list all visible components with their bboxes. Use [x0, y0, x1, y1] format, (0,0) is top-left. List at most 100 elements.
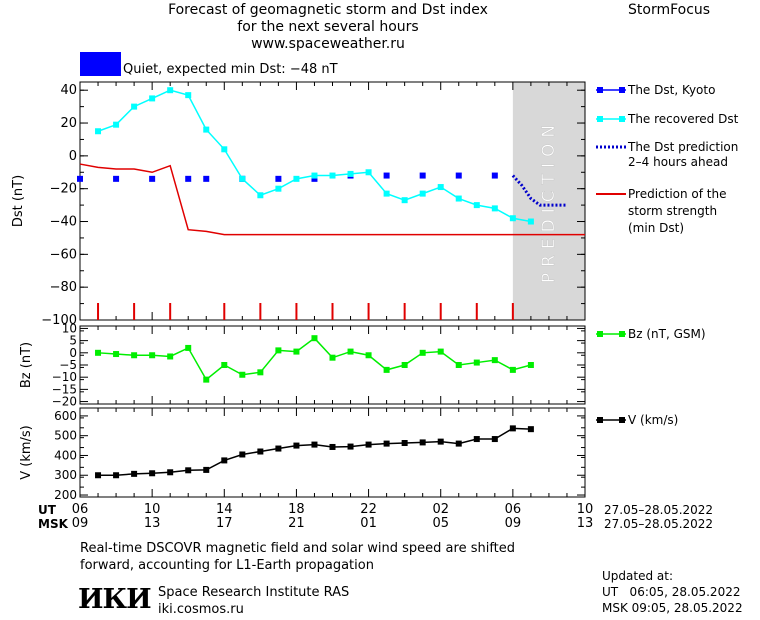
footer-note-1: Real-time DSCOVR magnetic field and sola…	[80, 541, 516, 556]
recovered-point	[293, 175, 300, 182]
bz-point	[149, 352, 156, 359]
msk-tick-label: 21	[288, 516, 305, 531]
y-tick-label: −20	[50, 182, 77, 197]
bz-point	[239, 371, 246, 378]
v-point	[509, 425, 516, 432]
ut-tick-label: 06	[505, 502, 522, 517]
legend-v-marker	[597, 417, 603, 423]
msk-tick-label: 13	[144, 516, 161, 531]
bz-point	[437, 348, 444, 355]
legend-storm-3: (min Dst)	[628, 221, 685, 235]
dst_kyoto-point	[77, 175, 83, 182]
title-line-1: Forecast of geomagnetic storm and Dst in…	[168, 2, 488, 18]
recovered-point	[95, 128, 102, 135]
title-url: www.spaceweather.ru	[251, 36, 405, 52]
recovered-point	[329, 172, 336, 179]
ut-tick-label: 10	[144, 502, 161, 517]
dst_kyoto-point	[203, 175, 210, 182]
ut-date-range: 27.05–28.05.2022	[604, 503, 714, 517]
v-point	[167, 469, 174, 476]
msk-tick-label: 05	[432, 516, 449, 531]
recovered-point	[131, 103, 138, 110]
dst_kyoto-point	[185, 175, 192, 182]
recovered-point	[257, 192, 264, 199]
updated-msk: MSK 09:05, 28.05.2022	[602, 601, 743, 615]
panel-frame	[79, 407, 586, 498]
msk-axis-label: MSK	[38, 517, 68, 531]
org-site[interactable]: iki.cosmos.ru	[158, 602, 244, 617]
legend-prediction-2: 2–4 hours ahead	[628, 155, 728, 169]
bz-point	[203, 376, 210, 383]
dst_kyoto-point	[383, 172, 390, 179]
recovered-point	[365, 169, 372, 176]
ut-tick-label: 02	[432, 502, 449, 517]
v-point	[527, 426, 534, 433]
y-tick-label: 40	[60, 83, 77, 98]
msk-tick-label: 09	[505, 516, 522, 531]
y-tick-label: 200	[54, 488, 77, 502]
recovered-point	[311, 172, 318, 179]
forecast-label: PREDICTION	[539, 119, 559, 283]
v-point	[365, 441, 372, 448]
legend-dst-kyoto-marker	[619, 87, 625, 93]
legend-v-marker	[619, 417, 625, 423]
v-point	[347, 443, 354, 450]
status-color-box	[80, 52, 121, 76]
msk-tick-label: 01	[360, 516, 377, 531]
v-point	[383, 440, 390, 447]
bz-point	[401, 362, 408, 368]
dst_kyoto-point	[311, 175, 318, 182]
v-point	[455, 440, 462, 447]
v-point	[275, 445, 282, 452]
iki-logo: ИКИ	[78, 584, 152, 615]
dst_kyoto-point	[113, 175, 120, 182]
y-tick-label: 600	[54, 409, 77, 423]
brand-label: StormFocus	[628, 2, 711, 18]
v-point	[401, 440, 408, 447]
v-point	[113, 472, 120, 479]
legend-storm-1: Prediction of the	[628, 187, 727, 201]
recovered-point	[491, 205, 498, 212]
bz-point	[509, 366, 516, 373]
updated-label: Updated at:	[602, 569, 673, 583]
ut-tick-label: 14	[216, 502, 233, 517]
recovered-point	[509, 215, 516, 222]
prediction-line	[511, 174, 567, 207]
y-tick-label: −60	[50, 247, 77, 262]
legend-dst-kyoto-marker	[597, 87, 603, 93]
v-point	[491, 436, 498, 443]
recovered-point	[527, 218, 534, 225]
msk-tick-label: 09	[72, 516, 89, 531]
y-tick-label: 20	[60, 116, 77, 131]
v-point	[437, 438, 444, 445]
v-point	[149, 470, 156, 477]
recovered-point	[185, 92, 192, 99]
forecast-band	[512, 82, 585, 320]
legend-bz-marker	[619, 331, 625, 337]
y-tick-label: −40	[50, 215, 77, 230]
legend-bz-marker	[597, 331, 603, 337]
y-tick-label: 300	[54, 468, 77, 482]
y-axis-label: V (km/s)	[19, 425, 34, 480]
recovered-point	[203, 126, 210, 133]
y-tick-label: −15	[52, 382, 77, 396]
ut-tick-label: 10	[577, 502, 594, 517]
recovered-point	[383, 190, 390, 197]
bz-point	[419, 349, 426, 356]
y-tick-label: −100	[41, 313, 77, 328]
bz-point	[221, 362, 228, 368]
footer-note-2: forward, accounting for L1-Earth propaga…	[80, 558, 374, 573]
ut-tick-label: 06	[72, 502, 89, 517]
msk-tick-label: 17	[216, 516, 233, 531]
v-point	[131, 470, 138, 477]
recovered-point	[401, 197, 408, 204]
status-text: Quiet, expected min Dst: −48 nT	[123, 62, 338, 77]
v-point	[419, 439, 426, 446]
ut-axis-label: UT	[38, 503, 56, 517]
recovered-point	[149, 95, 156, 102]
recovered-point	[113, 121, 120, 128]
bz-point	[185, 344, 192, 351]
v-point	[293, 442, 300, 449]
v-point	[311, 441, 318, 448]
